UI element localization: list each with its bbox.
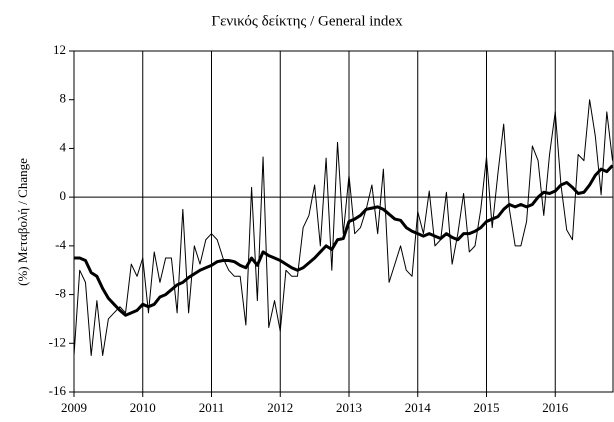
- y-tick-label: 8: [60, 91, 67, 106]
- x-tick-label: 2011: [199, 400, 225, 415]
- series-line: [74, 164, 614, 317]
- x-tick-label: 2009: [61, 400, 87, 415]
- y-tick-label: -12: [49, 334, 66, 349]
- y-tick-label: -8: [55, 286, 66, 301]
- x-tick-label: 2014: [405, 400, 432, 415]
- y-tick-label: -16: [49, 383, 67, 398]
- y-axis-label: (%) Μεταβολή / Change: [15, 158, 30, 286]
- x-tick-label: 2012: [267, 400, 293, 415]
- chart-title: Γενικός δείκτης / General index: [211, 13, 403, 29]
- x-tick-label: 2016: [542, 400, 569, 415]
- y-tick-label: 4: [60, 139, 67, 154]
- x-tick-label: 2013: [336, 400, 362, 415]
- plot-frame: [73, 50, 614, 393]
- series-line: [73, 99, 614, 356]
- y-tick-label: 12: [53, 42, 66, 57]
- x-tick-label: 2010: [130, 400, 156, 415]
- x-tick-label: 2015: [474, 400, 500, 415]
- y-tick-label: 0: [60, 188, 67, 203]
- y-tick-label: -4: [55, 237, 66, 252]
